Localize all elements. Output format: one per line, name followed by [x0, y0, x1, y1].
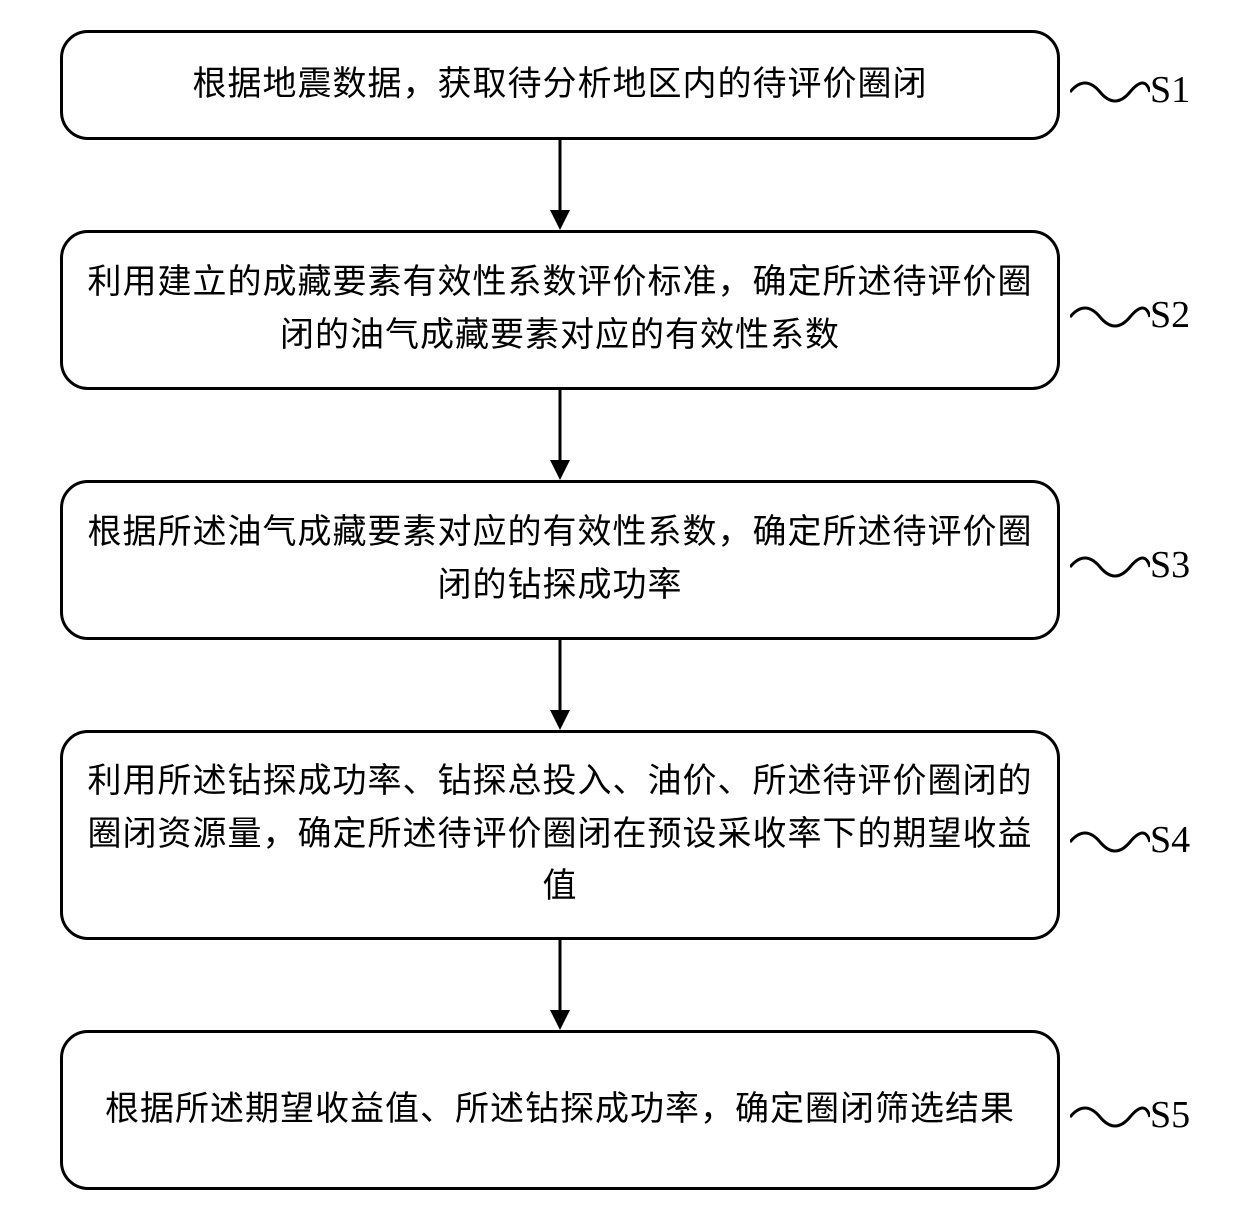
flowchart-canvas: 根据地震数据，获取待分析地区内的待评价圈闭 S1 利用建立的成藏要素有效性系数评… [0, 0, 1240, 1222]
flowchart-node-s5: 根据所述期望收益值、所述钻探成功率，确定圈闭筛选结果 [60, 1030, 1060, 1190]
connector-squiggle-icon [1070, 1103, 1150, 1131]
node-text: 根据所述期望收益值、所述钻探成功率，确定圈闭筛选结果 [105, 1084, 1015, 1137]
step-label-s5: S5 [1150, 1093, 1190, 1137]
